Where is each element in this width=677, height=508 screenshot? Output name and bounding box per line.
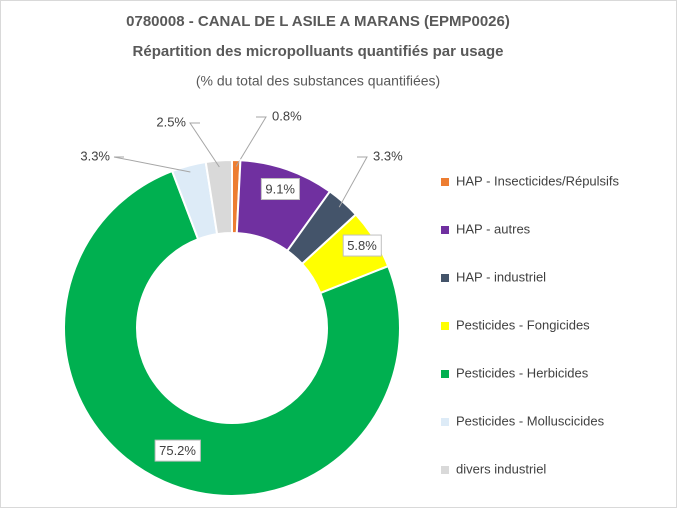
data-label: 75.2% [159, 443, 196, 458]
legend-swatch [441, 226, 449, 234]
legend-label: divers industriel [456, 461, 546, 476]
chart-title: 0780008 - CANAL DE L ASILE A MARANS (EPM… [126, 13, 510, 30]
data-label: 2.5% [156, 114, 186, 129]
data-label-box [260, 178, 300, 201]
legend-label: HAP - autres [456, 221, 531, 236]
legend-label: HAP - Insecticides/Répulsifs [456, 173, 620, 188]
data-label: 5.8% [347, 238, 377, 253]
data-label: 9.1% [265, 182, 295, 197]
legend-label: HAP - industriel [456, 269, 546, 284]
legend-swatch [441, 466, 449, 474]
leader-line [235, 116, 267, 167]
leader-line [338, 156, 368, 208]
data-label-box [154, 439, 201, 462]
data-label: 3.3% [373, 148, 403, 163]
legend-swatch [441, 274, 449, 282]
data-label: 3.3% [80, 148, 110, 163]
legend-label: Pesticides - Fongicides [456, 317, 590, 332]
legend-swatch [441, 418, 449, 426]
chart-subtitle: Répartition des micropolluants quantifié… [133, 43, 504, 60]
donut-slice [63, 169, 401, 497]
legend-swatch [441, 322, 449, 330]
chart-note: (% du total des substances quantifiées) [196, 73, 440, 89]
data-label-box [342, 234, 382, 257]
legend-swatch [441, 178, 449, 186]
legend-label: Pesticides - Molluscicides [456, 413, 605, 428]
leader-line [113, 156, 191, 173]
leader-line [189, 122, 220, 168]
donut-slice [204, 158, 233, 236]
legend-swatch [441, 370, 449, 378]
data-label: 0.8% [272, 108, 302, 123]
legend-label: Pesticides - Herbicides [456, 365, 589, 380]
